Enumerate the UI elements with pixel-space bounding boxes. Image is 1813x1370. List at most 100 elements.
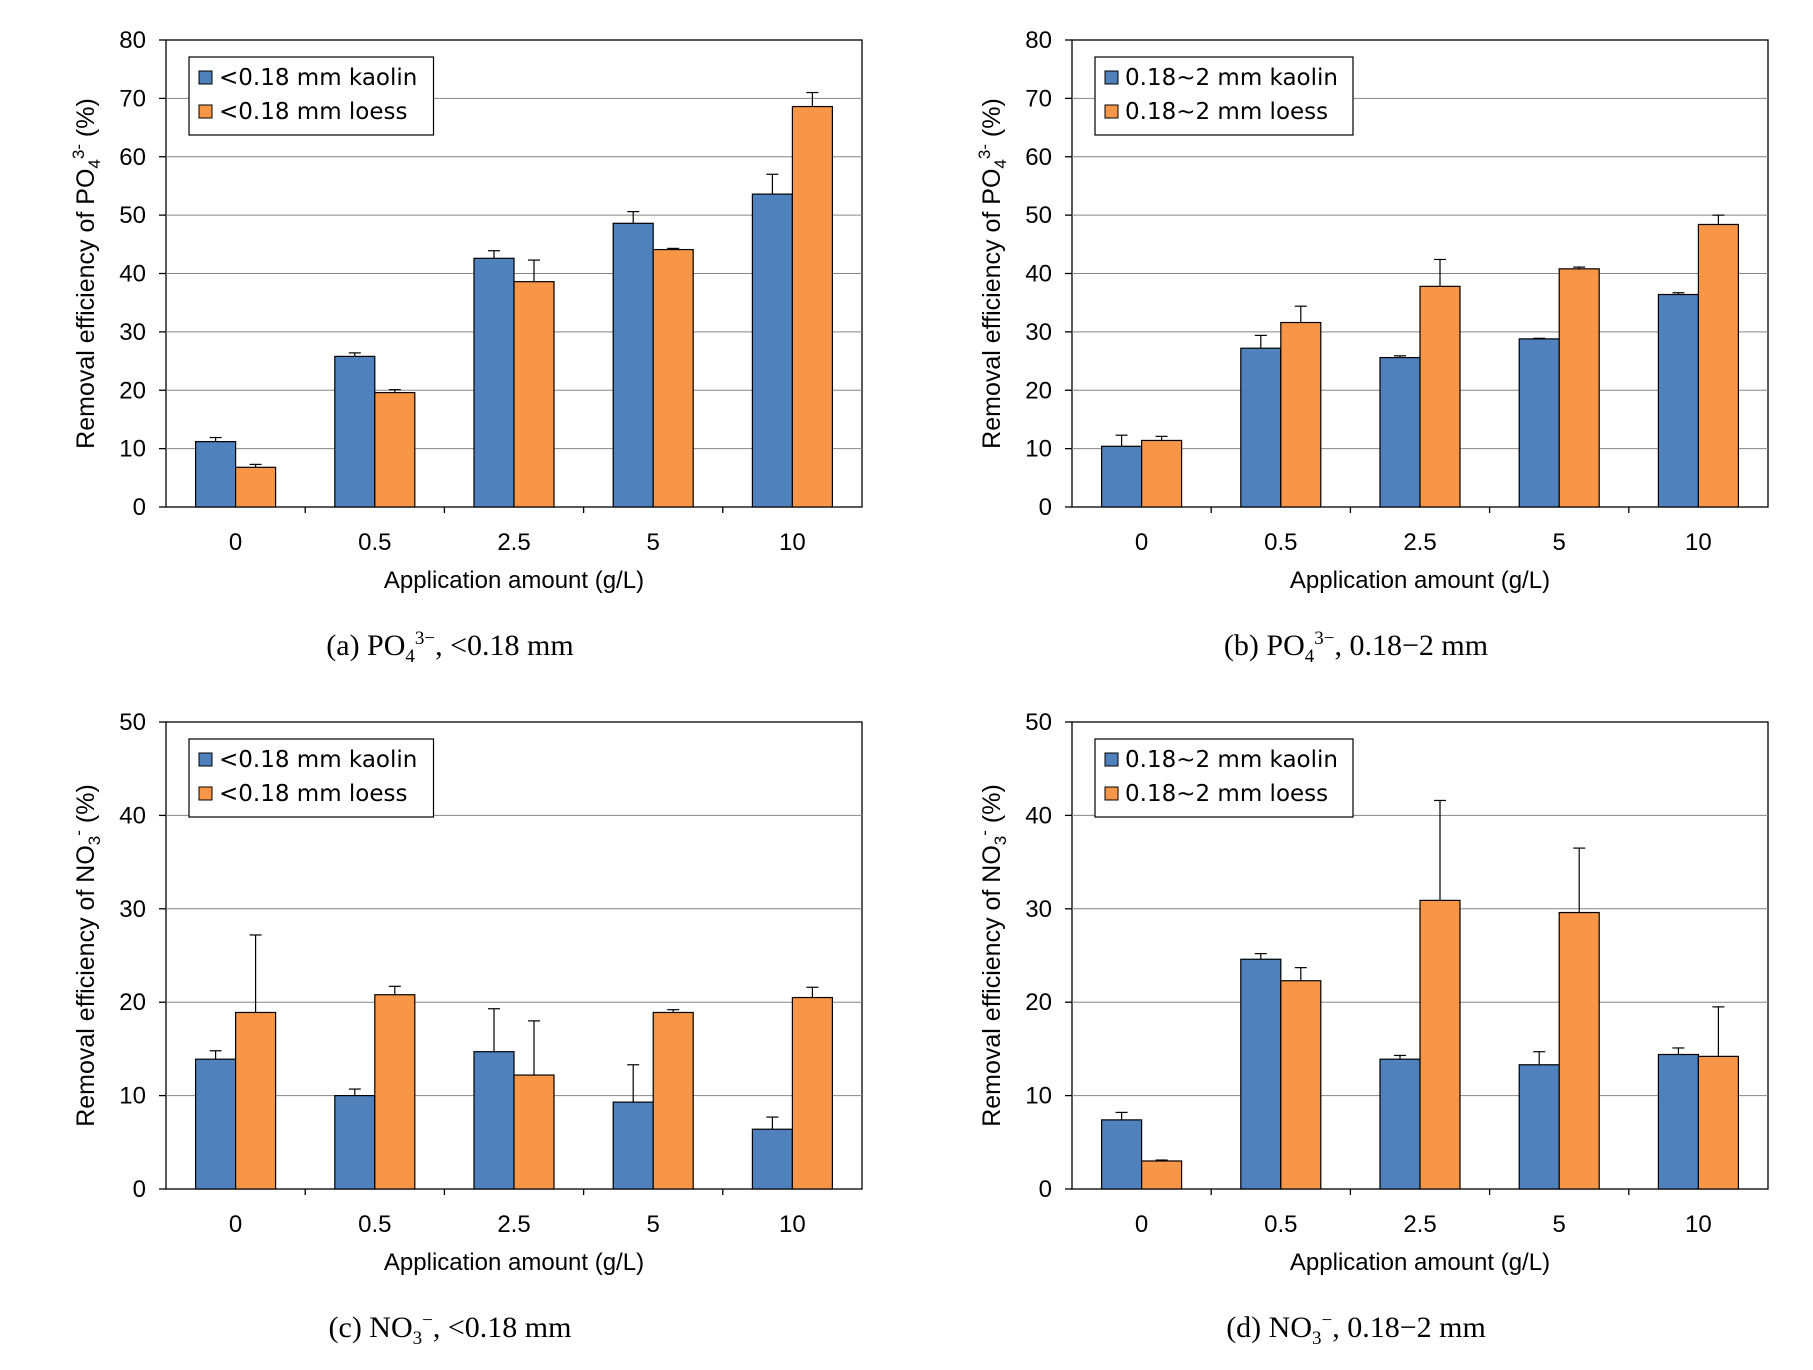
bar-d-s0-0 <box>1101 1119 1143 1190</box>
y-tick-label-d-2: 20 <box>1025 989 1052 1016</box>
caption-b-prefix: (b) PO <box>1223 629 1305 662</box>
legend-label-b-1: 0.18~2 mm loess <box>1125 99 1328 125</box>
y-tick-label-b-6: 60 <box>1025 144 1052 171</box>
bar-c-s0-0 <box>195 1058 237 1190</box>
bar-c-s1-4 <box>791 996 834 1190</box>
legend-swatch-b-0 <box>1104 70 1119 85</box>
bar-b-s0-0 <box>1101 445 1143 508</box>
x-tick-label-b-2: 2.5 <box>1403 529 1436 556</box>
bar-a-s1-2 <box>513 281 555 508</box>
y-tick-label-a-0: 0 <box>133 494 146 521</box>
y-tick-label-c-4: 40 <box>119 802 146 829</box>
legend-swatch-d-0 <box>1104 752 1119 767</box>
chart-panel-c: 0 10 20 30 40 50 0 0.5 2.5 5 10 Application amount … <box>0 682 900 1367</box>
caption-c-sub: 3 <box>412 1328 423 1349</box>
bar-a-s1-3 <box>652 248 694 508</box>
caption-d-prefix: (d) NO <box>1226 1311 1312 1344</box>
y-tick-label-a-3: 30 <box>119 319 146 346</box>
x-tick-label-d-2: 2.5 <box>1403 1211 1436 1238</box>
bar-d-s0-2 <box>1379 1058 1421 1190</box>
bar-c-s1-3 <box>652 1011 694 1190</box>
y-tick-label-c-0: 0 <box>133 1176 146 1203</box>
x-axis-label-d: Application amount (g/L) <box>1290 1249 1550 1276</box>
y-tick-label-b-0: 0 <box>1039 494 1052 521</box>
legend-label-c-0: <0.18 mm kaolin <box>219 747 417 773</box>
caption-c: (c) NO3−, <0.18 mm <box>0 1310 900 1350</box>
caption-c-sup: − <box>422 1310 433 1331</box>
y-tick-label-b-4: 40 <box>1025 261 1052 288</box>
x-tick-label-a-1: 0.5 <box>358 529 391 556</box>
legend-swatch-d-1 <box>1104 786 1119 801</box>
x-tick-label-b-3: 5 <box>1553 529 1566 556</box>
y-tick-label-a-1: 10 <box>119 436 146 463</box>
legend-swatch-a-1 <box>198 104 213 119</box>
y-tick-label-a-4: 40 <box>119 261 146 288</box>
caption-a-suffix: , <0.18 mm <box>435 629 574 662</box>
chart-c-svg: 0 10 20 30 40 50 0 0.5 2.5 5 10 Application amount … <box>69 709 863 1276</box>
bar-c-s0-2 <box>473 1051 515 1190</box>
x-tick-label-c-0: 0 <box>229 1211 242 1238</box>
x-tick-label-d-0: 0 <box>1135 1211 1148 1238</box>
y-tick-label-d-3: 30 <box>1025 896 1052 923</box>
chart-panel-d: 0 10 20 30 40 50 0 0.5 2.5 5 10 Application amount … <box>906 682 1806 1367</box>
caption-d-sup: − <box>1321 1310 1333 1331</box>
y-tick-label-a-7: 70 <box>119 85 146 112</box>
bar-a-s0-1 <box>334 355 376 508</box>
bar-b-s1-2 <box>1419 285 1461 508</box>
legend-box-b <box>1094 56 1354 136</box>
x-tick-label-a-4: 10 <box>779 529 806 556</box>
x-tick-label-c-1: 0.5 <box>358 1211 391 1238</box>
y-tick-label-c-1: 10 <box>119 1083 146 1110</box>
bar-d-s1-2 <box>1419 899 1461 1190</box>
bar-c-s1-0 <box>235 1011 277 1190</box>
x-tick-label-a-0: 0 <box>229 529 242 556</box>
y-tick-label-c-5: 50 <box>119 709 146 736</box>
bar-a-s1-0 <box>235 466 277 508</box>
bar-c-s1-1 <box>374 994 416 1190</box>
x-tick-label-b-0: 0 <box>1135 529 1148 556</box>
chart-a-svg: 0 10 20 30 40 50 60 70 80 0 0.5 2.5 5 10 Application a… <box>69 27 863 594</box>
bar-b-s0-2 <box>1379 356 1421 508</box>
legend-swatch-c-1 <box>198 786 213 801</box>
y-tick-label-b-7: 70 <box>1025 85 1052 112</box>
legend-label-d-0: 0.18~2 mm kaolin <box>1125 747 1338 773</box>
bar-d-s0-3 <box>1518 1064 1560 1190</box>
legend-swatch-a-0 <box>198 70 213 85</box>
bar-a-s0-0 <box>195 441 237 508</box>
caption-b: (b) PO43−, 0.18−2 mm <box>906 628 1806 668</box>
y-tick-label-b-5: 50 <box>1025 202 1052 229</box>
caption-b-suffix: , 0.18−2 mm <box>1334 629 1489 662</box>
bar-a-s0-4 <box>751 193 794 508</box>
legend-swatch-b-1 <box>1104 104 1119 119</box>
caption-b-sub: 4 <box>1304 646 1315 667</box>
x-tick-label-a-3: 5 <box>647 529 660 556</box>
y-tick-label-d-0: 0 <box>1039 1176 1052 1203</box>
bar-b-s1-0 <box>1141 439 1183 508</box>
y-tick-label-a-6: 60 <box>119 144 146 171</box>
caption-d: (d) NO3−, 0.18−2 mm <box>906 1310 1806 1350</box>
x-tick-label-d-3: 5 <box>1553 1211 1566 1238</box>
bar-d-s1-1 <box>1280 980 1322 1190</box>
caption-d-sub: 3 <box>1312 1328 1322 1349</box>
y-tick-label-d-4: 40 <box>1025 802 1052 829</box>
bar-a-s1-4 <box>791 105 834 508</box>
caption-c-prefix: (c) NO <box>328 1311 413 1344</box>
bar-b-s0-4 <box>1657 293 1700 508</box>
bar-b-s0-3 <box>1518 338 1560 508</box>
y-tick-label-a-2: 20 <box>119 377 146 404</box>
x-tick-label-b-4: 10 <box>1685 529 1712 556</box>
legend-label-c-1: <0.18 mm loess <box>219 781 408 807</box>
caption-a-sub: 4 <box>405 646 415 667</box>
y-axis-label-a: Removal efficiency of PO43- (%) <box>69 98 104 449</box>
legend-box-c <box>188 738 435 818</box>
x-axis-label-c: Application amount (g/L) <box>384 1249 644 1276</box>
bar-d-s0-1 <box>1240 958 1282 1190</box>
bar-b-s1-3 <box>1558 268 1600 508</box>
bar-d-s1-4 <box>1697 1055 1740 1190</box>
y-tick-label-b-3: 30 <box>1025 319 1052 346</box>
bar-c-s0-1 <box>334 1095 376 1190</box>
caption-d-suffix: , 0.18−2 mm <box>1332 1311 1486 1344</box>
bar-b-s1-1 <box>1280 321 1322 508</box>
bar-b-s0-1 <box>1240 347 1282 508</box>
y-tick-label-c-2: 20 <box>119 989 146 1016</box>
